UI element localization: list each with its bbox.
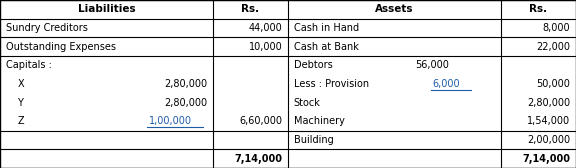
Text: Less : Provision: Less : Provision	[294, 79, 369, 89]
Text: 7,14,000: 7,14,000	[234, 154, 282, 164]
Text: 56,000: 56,000	[415, 60, 449, 70]
Text: Outstanding Expenses: Outstanding Expenses	[6, 42, 116, 52]
Text: 44,000: 44,000	[248, 23, 282, 33]
Text: 6,000: 6,000	[432, 79, 460, 89]
Text: Debtors: Debtors	[294, 60, 332, 70]
Text: 7,14,000: 7,14,000	[522, 154, 570, 164]
Text: Rs.: Rs.	[529, 4, 548, 14]
Text: X: X	[17, 79, 24, 89]
Text: Capitals :: Capitals :	[6, 60, 52, 70]
Text: 2,80,000: 2,80,000	[527, 98, 570, 108]
Text: Machinery: Machinery	[294, 116, 344, 126]
Text: 22,000: 22,000	[536, 42, 570, 52]
Text: Sundry Creditors: Sundry Creditors	[6, 23, 88, 33]
Text: 2,80,000: 2,80,000	[164, 98, 207, 108]
Text: Building: Building	[294, 135, 334, 145]
Text: 10,000: 10,000	[248, 42, 282, 52]
Text: Z: Z	[17, 116, 24, 126]
Text: 1,54,000: 1,54,000	[527, 116, 570, 126]
Text: Cash at Bank: Cash at Bank	[294, 42, 359, 52]
Text: 1,00,000: 1,00,000	[149, 116, 192, 126]
Text: Assets: Assets	[376, 4, 414, 14]
Text: Cash in Hand: Cash in Hand	[294, 23, 359, 33]
Text: Stock: Stock	[294, 98, 321, 108]
Text: Y: Y	[17, 98, 23, 108]
Text: 2,80,000: 2,80,000	[164, 79, 207, 89]
Text: Rs.: Rs.	[241, 4, 260, 14]
Text: Liabilities: Liabilities	[78, 4, 135, 14]
Text: 2,00,000: 2,00,000	[527, 135, 570, 145]
Text: 50,000: 50,000	[536, 79, 570, 89]
Text: 6,60,000: 6,60,000	[239, 116, 282, 126]
Text: 8,000: 8,000	[543, 23, 570, 33]
